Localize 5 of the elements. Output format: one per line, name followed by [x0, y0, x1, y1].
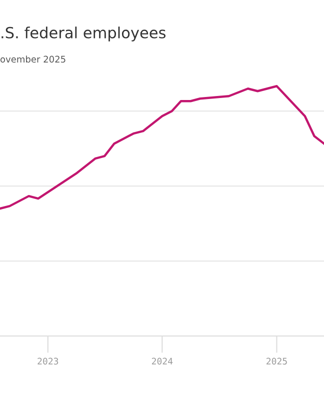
chart-title: .S. federal employees: [2, 26, 166, 42]
x-tick-label: 2024: [152, 358, 173, 365]
chart-subtitle: ovember 2025: [0, 56, 66, 63]
x-tick-label: 2023: [38, 358, 58, 365]
x-tick-label: 2025: [266, 358, 287, 365]
